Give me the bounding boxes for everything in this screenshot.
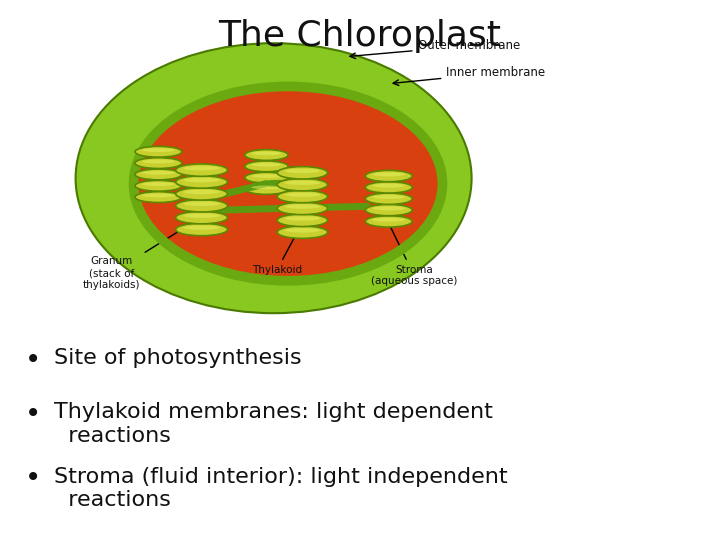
Ellipse shape bbox=[184, 202, 220, 206]
Ellipse shape bbox=[142, 183, 175, 186]
Text: Inner membrane: Inner membrane bbox=[393, 66, 546, 85]
Ellipse shape bbox=[245, 150, 288, 160]
Ellipse shape bbox=[251, 151, 282, 156]
Ellipse shape bbox=[366, 171, 412, 181]
Ellipse shape bbox=[285, 217, 320, 221]
Ellipse shape bbox=[372, 218, 405, 222]
Ellipse shape bbox=[285, 228, 320, 233]
Text: Granum
(stack of
thylakoids): Granum (stack of thylakoids) bbox=[83, 219, 198, 289]
Ellipse shape bbox=[135, 192, 181, 202]
Ellipse shape bbox=[251, 186, 282, 189]
Ellipse shape bbox=[142, 171, 175, 174]
Text: Stroma (fluid interior): light independent
  reactions: Stroma (fluid interior): light independe… bbox=[54, 467, 508, 510]
Ellipse shape bbox=[245, 172, 288, 183]
Ellipse shape bbox=[277, 178, 328, 191]
Ellipse shape bbox=[184, 166, 220, 171]
Ellipse shape bbox=[142, 194, 175, 197]
Ellipse shape bbox=[135, 158, 181, 168]
Text: •: • bbox=[25, 464, 42, 492]
Ellipse shape bbox=[245, 184, 288, 194]
Ellipse shape bbox=[251, 163, 282, 166]
Ellipse shape bbox=[176, 188, 228, 200]
Ellipse shape bbox=[366, 215, 412, 227]
Ellipse shape bbox=[135, 169, 181, 180]
Ellipse shape bbox=[176, 223, 228, 235]
Ellipse shape bbox=[285, 193, 320, 197]
Text: Outer membrane: Outer membrane bbox=[350, 39, 520, 59]
Ellipse shape bbox=[176, 176, 228, 188]
Ellipse shape bbox=[285, 205, 320, 209]
Ellipse shape bbox=[184, 226, 220, 230]
Ellipse shape bbox=[277, 166, 328, 179]
Text: Thylakoid membranes: light dependent
  reactions: Thylakoid membranes: light dependent rea… bbox=[54, 402, 493, 446]
Ellipse shape bbox=[366, 193, 412, 204]
Ellipse shape bbox=[277, 191, 328, 203]
Ellipse shape bbox=[135, 146, 181, 157]
Ellipse shape bbox=[372, 206, 405, 211]
Text: Thylakoid: Thylakoid bbox=[252, 226, 302, 275]
Text: The Chloroplast: The Chloroplast bbox=[218, 19, 502, 53]
Ellipse shape bbox=[277, 226, 328, 239]
Ellipse shape bbox=[372, 184, 405, 188]
Ellipse shape bbox=[184, 214, 220, 218]
Text: Stroma
(aqueous space): Stroma (aqueous space) bbox=[371, 220, 457, 286]
Ellipse shape bbox=[184, 190, 220, 194]
Text: •: • bbox=[25, 400, 42, 428]
Ellipse shape bbox=[76, 43, 472, 313]
Ellipse shape bbox=[184, 178, 220, 183]
Ellipse shape bbox=[133, 86, 442, 281]
Ellipse shape bbox=[135, 180, 181, 191]
Ellipse shape bbox=[277, 202, 328, 214]
Ellipse shape bbox=[176, 164, 228, 176]
Ellipse shape bbox=[285, 169, 320, 173]
Ellipse shape bbox=[176, 212, 228, 224]
Ellipse shape bbox=[366, 181, 412, 193]
Ellipse shape bbox=[285, 181, 320, 185]
Ellipse shape bbox=[277, 214, 328, 226]
Ellipse shape bbox=[142, 148, 175, 152]
Ellipse shape bbox=[372, 172, 405, 177]
Ellipse shape bbox=[142, 160, 175, 163]
Ellipse shape bbox=[245, 161, 288, 172]
Text: •: • bbox=[25, 346, 42, 374]
Ellipse shape bbox=[372, 195, 405, 199]
Ellipse shape bbox=[366, 204, 412, 215]
Ellipse shape bbox=[176, 199, 228, 212]
Text: Site of photosynthesis: Site of photosynthesis bbox=[54, 348, 302, 368]
Ellipse shape bbox=[251, 174, 282, 178]
